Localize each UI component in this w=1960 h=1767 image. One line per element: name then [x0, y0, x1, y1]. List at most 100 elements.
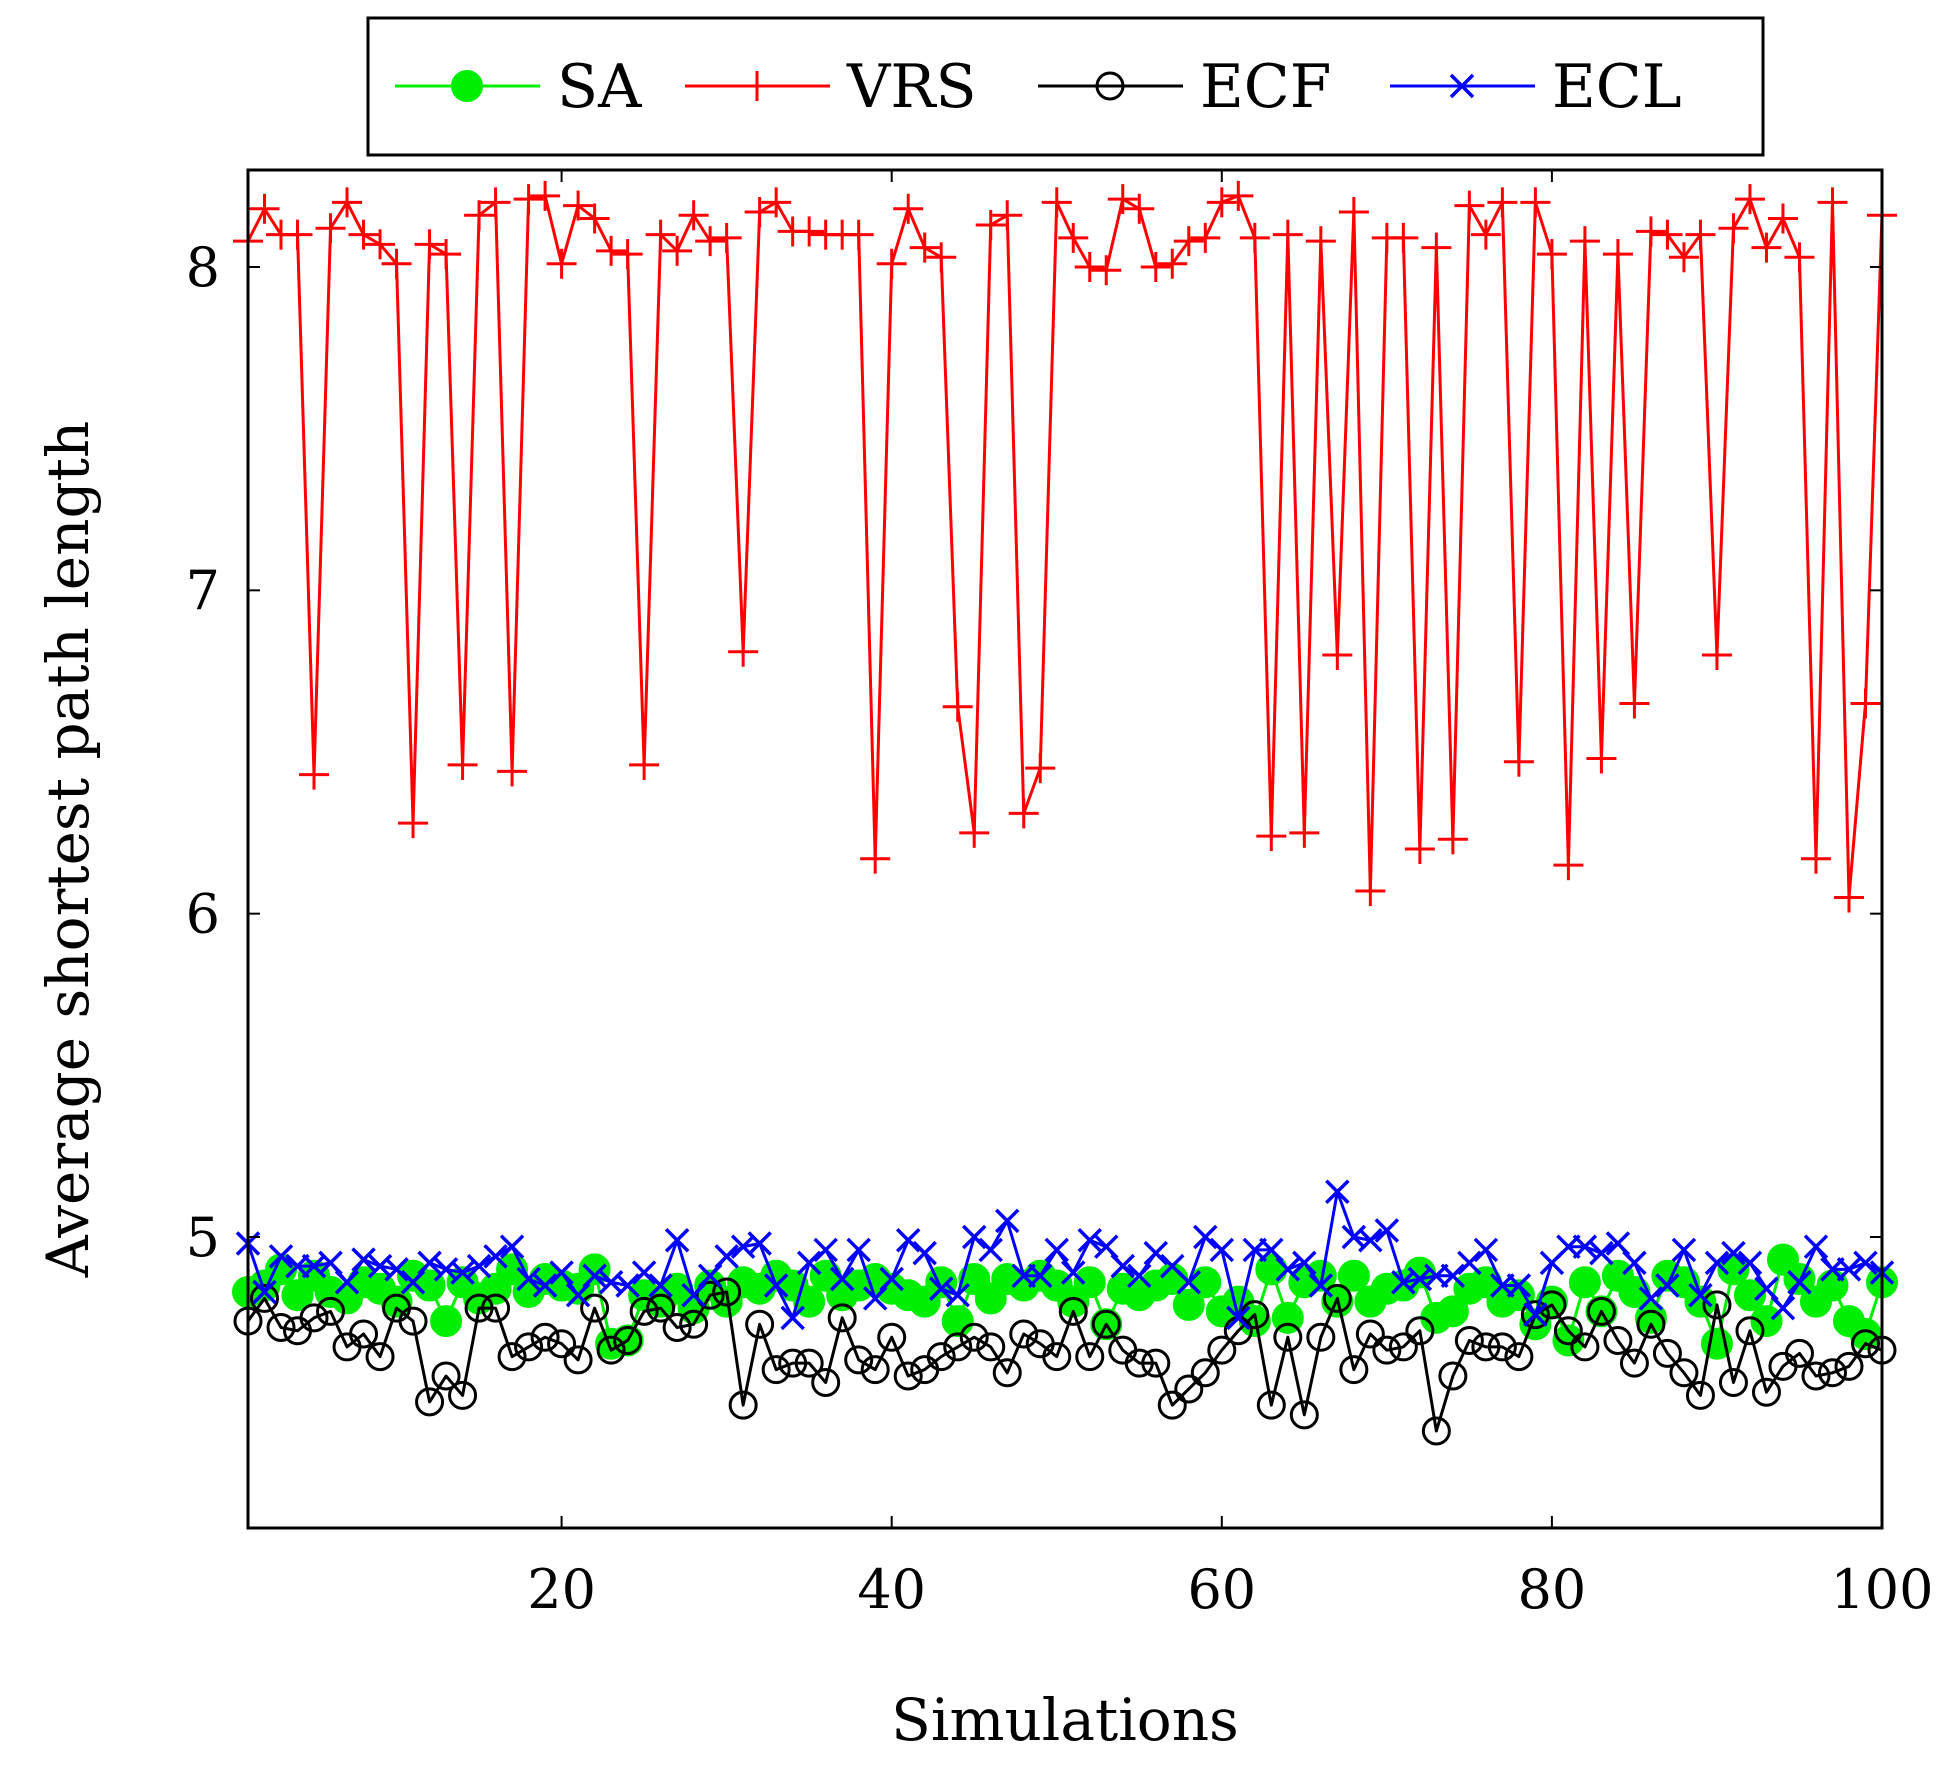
data-point-ecf: [1009, 1319, 1039, 1349]
data-point-ecl: [1292, 1250, 1317, 1276]
data-point-ecl: [1259, 1237, 1284, 1263]
data-point-ecf: [1438, 1361, 1468, 1391]
legend-label-vrs: VRS: [846, 52, 977, 122]
legend-marker-ecf: [1095, 71, 1125, 101]
data-point-ecf: [250, 1283, 280, 1313]
data-point-ecl: [1473, 1237, 1499, 1263]
data-point-vrs: [909, 232, 940, 263]
data-point-ecl: [1589, 1240, 1614, 1266]
ticks-layer: 20 40 60 80 100 5 6 7 8: [186, 170, 1934, 1621]
data-point-vrs: [695, 226, 726, 257]
data-point-vrs: [497, 756, 528, 787]
data-point-ecl: [1754, 1276, 1779, 1301]
data-point-vrs: [728, 636, 759, 667]
legend-marker-ecl: [1449, 73, 1475, 99]
data-point-vrs: [282, 219, 313, 250]
data-point-sa: [1634, 1301, 1667, 1334]
data-point-ecl: [1622, 1250, 1647, 1276]
data-point-vrs: [1536, 239, 1567, 270]
data-point-vrs: [612, 239, 643, 270]
data-point-vrs: [1239, 222, 1270, 253]
data-point-ecl: [1176, 1270, 1202, 1295]
data-point-ecf: [514, 1332, 544, 1362]
data-point-vrs: [596, 235, 627, 266]
data-point-ecf: [1570, 1332, 1600, 1362]
data-point-ecf: [1322, 1283, 1352, 1313]
data-point-vrs: [794, 216, 825, 247]
data-point-vrs: [1685, 219, 1716, 250]
data-point-ecf: [299, 1303, 329, 1333]
data-point-ecl: [1127, 1263, 1152, 1289]
data-point-ecl: [1374, 1218, 1400, 1243]
data-point-vrs: [744, 197, 775, 228]
data-point-ecl: [1308, 1273, 1334, 1298]
data-point-ecf: [464, 1293, 494, 1323]
y-tick-label: 6: [186, 883, 220, 946]
data-point-ecl: [483, 1244, 508, 1269]
data-point-ecf: [695, 1280, 725, 1310]
data-point-sa: [941, 1305, 974, 1338]
data-point-vrs: [629, 749, 660, 780]
data-point-ecf: [266, 1313, 296, 1343]
data-point-ecf: [877, 1322, 907, 1352]
data-point-vrs: [761, 187, 792, 218]
data-point-ecf: [992, 1358, 1022, 1388]
data-point-ecf: [1157, 1390, 1187, 1420]
data-point-ecf: [481, 1293, 511, 1323]
data-point-ecf: [1372, 1335, 1402, 1365]
data-point-ecl: [1110, 1253, 1136, 1279]
data-point-vrs: [1833, 882, 1864, 913]
data-point-ecf: [1834, 1351, 1864, 1381]
data-point-ecl: [928, 1276, 954, 1301]
data-point-ecf: [629, 1296, 659, 1326]
data-point-ecl: [1770, 1295, 1796, 1321]
data-point-ecl: [615, 1273, 640, 1298]
data-point-ecl: [334, 1270, 360, 1295]
legend-entry-ecf: ECF: [1038, 52, 1331, 122]
data-point-ecf: [1685, 1380, 1715, 1410]
data-point-vrs: [1008, 798, 1039, 829]
x-tick-label: 20: [527, 1558, 596, 1621]
data-point-ecl: [1143, 1240, 1169, 1266]
data-point-ecl: [1836, 1257, 1862, 1282]
data-point-vrs: [1305, 226, 1336, 257]
data-point-ecf: [1388, 1332, 1418, 1362]
data-point-ecf: [1042, 1342, 1072, 1372]
data-point-ecf: [547, 1329, 577, 1359]
data-point-vrs: [1569, 226, 1600, 257]
data-point-ecf: [1075, 1342, 1105, 1372]
data-point-vrs: [893, 193, 924, 224]
data-point-sa: [1337, 1259, 1370, 1292]
data-point-ecf: [1520, 1300, 1550, 1330]
data-point-vrs: [1800, 843, 1831, 874]
data-point-ecf: [1339, 1355, 1369, 1385]
data-point-ecl: [1077, 1227, 1102, 1253]
data-point-vrs: [431, 239, 462, 270]
series-line-ecf: [246, 1290, 1883, 1433]
data-point-vrs: [678, 200, 709, 231]
data-point-ecl: [1737, 1250, 1763, 1276]
data-point-vrs: [546, 248, 577, 279]
data-point-vrs: [464, 200, 495, 231]
data-point-vrs: [1025, 753, 1056, 784]
data-point-sa: [1552, 1324, 1585, 1357]
data-point-ecf: [662, 1313, 692, 1343]
data-point-ecf: [563, 1345, 593, 1375]
data-point-vrs: [1173, 226, 1204, 257]
data-point-vrs: [959, 817, 990, 848]
data-point-vrs: [942, 691, 973, 722]
data-point-vrs: [1635, 216, 1666, 247]
data-point-vrs: [1652, 219, 1683, 250]
data-point-ecl: [1325, 1179, 1350, 1204]
data-point-vrs: [1107, 184, 1138, 215]
data-point-ecl: [1028, 1263, 1053, 1289]
data-point-ecl: [1209, 1237, 1235, 1263]
data-point-ecl: [1803, 1234, 1829, 1259]
data-point-vrs: [332, 187, 363, 218]
data-point-ecl: [1605, 1231, 1631, 1256]
data-point-ecf: [365, 1342, 395, 1372]
data-point-ecf: [1174, 1374, 1204, 1404]
data-point-ecl: [697, 1263, 723, 1289]
data-point-ecl: [450, 1260, 475, 1285]
data-point-ecl: [1440, 1263, 1466, 1289]
